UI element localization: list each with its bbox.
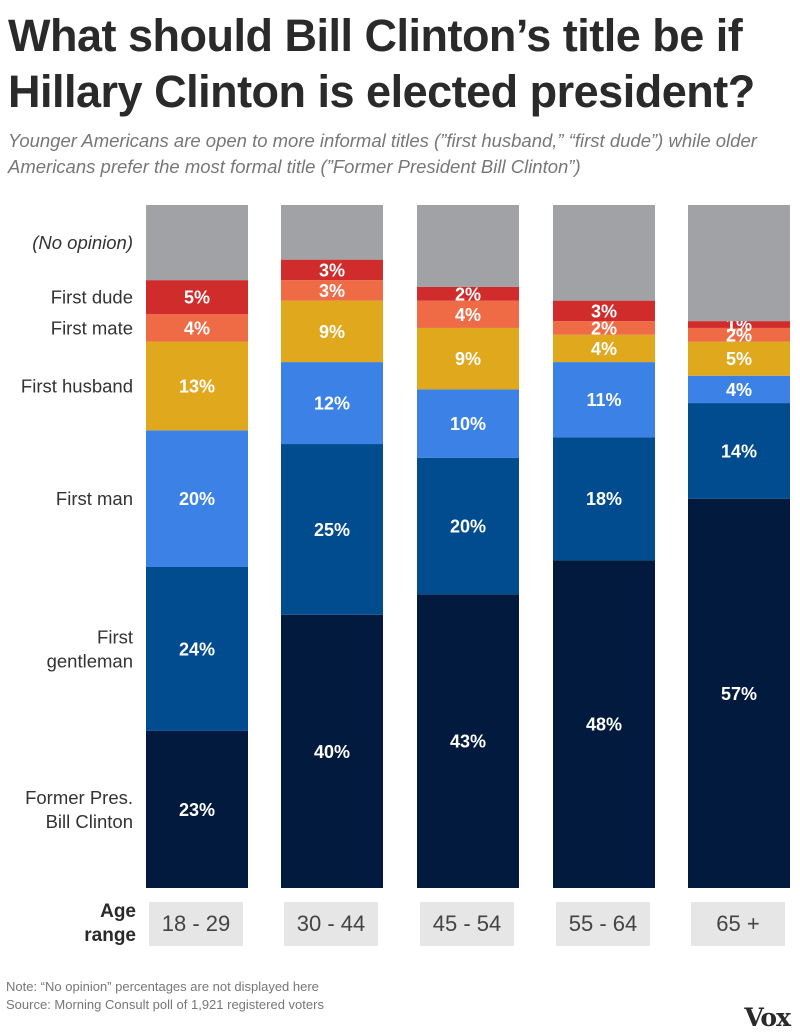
- x-axis-label-text: Age range: [84, 901, 136, 946]
- legend-label-first-mate-line-1: First mate: [51, 317, 133, 338]
- value-label-former-pres-bill-clinton-45-54: 43%: [450, 732, 486, 752]
- bar-former-pres-bill-clinton-18-29: [146, 730, 248, 888]
- chart-subtitle: Younger Americans are open to more infor…: [8, 130, 757, 177]
- value-label-first-husband-30-44: 9%: [319, 322, 345, 342]
- bar-first-dude-18-29: [146, 280, 248, 315]
- value-label-first-husband-55-64: 4%: [591, 339, 617, 359]
- note-text: Note: “No opinion” percentages are not d…: [6, 979, 319, 994]
- value-label-first-man-65: 4%: [726, 380, 752, 400]
- bar-first-gentleman-65: [688, 403, 790, 499]
- age-range-tick-65-plus: 65 +: [691, 902, 785, 946]
- legend-label-first-gentleman-line-2: gentleman: [47, 650, 133, 671]
- bar-first-mate-55-64: [553, 321, 655, 335]
- value-label-first-gentleman-30-44: 25%: [314, 520, 350, 540]
- bar-former-pres-bill-clinton-45-54: [417, 594, 519, 888]
- value-label-first-husband-65: 5%: [726, 349, 752, 369]
- bar-no-opinion-30-44: [281, 205, 383, 260]
- bar-former-pres-bill-clinton-65: [688, 498, 790, 888]
- bar-no-opinion-65: [688, 205, 790, 322]
- value-label-former-pres-bill-clinton-65: 57%: [721, 684, 757, 704]
- bar-first-dude-65: [688, 321, 790, 328]
- legend-label-no-opinion-line-1: (No opinion): [32, 232, 133, 253]
- legend-label-former-pres-bill-clinton-line-2: Bill Clinton: [46, 811, 133, 832]
- value-label-first-man-18-29: 20%: [179, 489, 215, 509]
- bar-first-man-55-64: [553, 362, 655, 438]
- bar-first-mate-18-29: [146, 314, 248, 342]
- bar-first-gentleman-45-54: [417, 457, 519, 595]
- value-label-first-gentleman-65: 14%: [721, 441, 757, 461]
- value-label-first-man-30-44: 12%: [314, 394, 350, 414]
- value-label-first-dude-55-64: 3%: [591, 301, 617, 321]
- bar-no-opinion-45-54: [417, 205, 519, 287]
- value-label-first-dude-45-54: 2%: [455, 284, 481, 304]
- bar-first-dude-30-44: [281, 259, 383, 281]
- bar-first-gentleman-30-44: [281, 444, 383, 615]
- bar-first-man-45-54: [417, 389, 519, 458]
- bar-first-mate-30-44: [281, 280, 383, 301]
- value-label-first-mate-55-64: 2%: [591, 318, 617, 338]
- legend-label-first-man-line-1: First man: [56, 488, 133, 509]
- footnote: Note: “No opinion” percentages are not d…: [6, 978, 324, 1014]
- source-text: Source: Morning Consult poll of 1,921 re…: [6, 997, 324, 1012]
- value-label-first-dude-18-29: 5%: [184, 288, 210, 308]
- value-label-first-husband-45-54: 9%: [455, 349, 481, 369]
- legend-label-first-gentleman-line-1: First: [97, 626, 133, 647]
- age-range-tick-45-54: 45 - 54: [420, 902, 514, 946]
- bar-first-man-18-29: [146, 430, 248, 567]
- value-label-first-gentleman-45-54: 20%: [450, 517, 486, 537]
- bar-first-husband-45-54: [417, 327, 519, 390]
- value-label-first-mate-65: 2%: [726, 325, 752, 345]
- value-label-former-pres-bill-clinton-30-44: 40%: [314, 742, 350, 762]
- bar-no-opinion-55-64: [553, 205, 655, 301]
- bar-first-husband-18-29: [146, 341, 248, 431]
- age-range-tick-55-64: 55 - 64: [556, 902, 650, 946]
- value-label-first-mate-45-54: 4%: [455, 305, 481, 325]
- legend-label-former-pres-bill-clinton-line-1: Former Pres.: [25, 787, 133, 808]
- value-label-first-mate-18-29: 4%: [184, 318, 210, 338]
- age-range-tick-18-29: 18 - 29: [149, 902, 243, 946]
- bar-no-opinion-18-29: [146, 205, 248, 281]
- bar-former-pres-bill-clinton-55-64: [553, 560, 655, 888]
- value-label-first-gentleman-18-29: 24%: [179, 639, 215, 659]
- bar-first-dude-55-64: [553, 300, 655, 322]
- bar-first-mate-65: [688, 327, 790, 342]
- legend-label-first-husband-line-1: First husband: [21, 375, 133, 396]
- age-range-tick-30-44: 30 - 44: [284, 902, 378, 946]
- legend-label-first-dude-line-1: First dude: [51, 287, 133, 308]
- chart-title: What should Bill Clinton’s title be if H…: [8, 10, 755, 117]
- value-label-first-dude-30-44: 3%: [319, 260, 345, 280]
- bar-first-gentleman-55-64: [553, 437, 655, 561]
- x-axis-label: Age range: [80, 900, 136, 948]
- bar-first-mate-45-54: [417, 300, 519, 328]
- bar-first-gentleman-18-29: [146, 566, 248, 731]
- value-label-former-pres-bill-clinton-18-29: 23%: [179, 800, 215, 820]
- value-label-first-man-45-54: 10%: [450, 414, 486, 434]
- value-label-first-gentleman-55-64: 18%: [586, 489, 622, 509]
- value-label-former-pres-bill-clinton-55-64: 48%: [586, 715, 622, 735]
- value-label-first-man-55-64: 11%: [586, 390, 621, 410]
- bar-first-husband-65: [688, 341, 790, 376]
- bar-first-man-30-44: [281, 362, 383, 445]
- value-label-first-husband-18-29: 13%: [179, 376, 215, 396]
- bar-former-pres-bill-clinton-30-44: [281, 614, 383, 888]
- bar-first-husband-55-64: [553, 334, 655, 363]
- value-label-first-mate-30-44: 3%: [319, 281, 345, 301]
- bar-first-man-65: [688, 375, 790, 404]
- bar-first-husband-30-44: [281, 300, 383, 363]
- bar-first-dude-45-54: [417, 286, 519, 301]
